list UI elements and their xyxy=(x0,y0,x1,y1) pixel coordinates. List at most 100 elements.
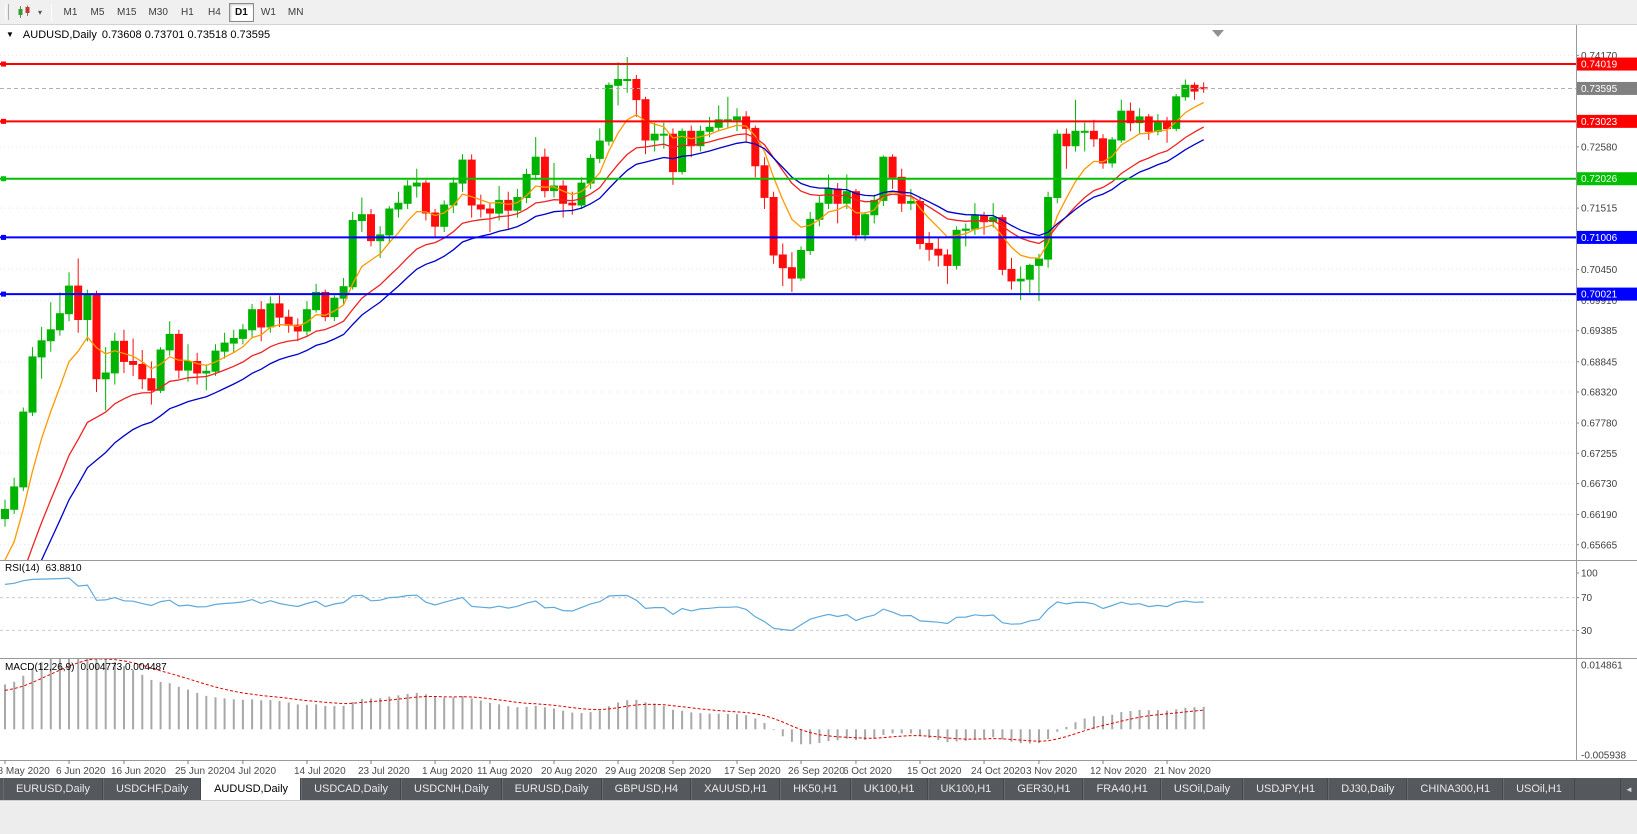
macd-name: MACD(12,26,9) xyxy=(5,662,75,673)
chart-tab[interactable]: XAUUSD,H1 xyxy=(691,778,781,800)
svg-text:0.72580: 0.72580 xyxy=(1581,142,1618,153)
rsi-indicator-label: RSI(14) 63.8810 xyxy=(5,563,82,574)
svg-text:0.68320: 0.68320 xyxy=(1581,387,1618,398)
svg-text:16 Jun 2020: 16 Jun 2020 xyxy=(111,766,166,777)
chart-title: ▼ AUDUSD,Daily 0.73608 0.73701 0.73518 0.7… xyxy=(6,29,270,41)
chart-tab[interactable]: GBPUSD,H4 xyxy=(601,778,692,800)
timeframe-button-h4[interactable]: H4 xyxy=(208,6,221,18)
svg-text:0.73595: 0.73595 xyxy=(1581,84,1618,95)
chart-canvas[interactable]: 0.74170 0.72580 0.71515 0.70450 0.69910 0.693… xyxy=(0,25,1637,778)
chart-tab[interactable]: USOil,Daily xyxy=(1160,778,1244,800)
price-scale: 0.74170 0.72580 0.71515 0.70450 0.69910 0.693… xyxy=(1576,51,1637,551)
chart-shift-marker xyxy=(1212,30,1224,37)
chart-tab[interactable]: USDCNH,Daily xyxy=(401,778,502,800)
timeframe-button-m1[interactable]: M1 xyxy=(63,6,78,18)
chart-type-button[interactable] xyxy=(14,2,34,22)
chart-tab[interactable]: DJ30,Daily xyxy=(1328,778,1408,800)
svg-text:0.014861: 0.014861 xyxy=(1581,660,1623,671)
moving-average-22 xyxy=(40,139,1205,560)
macd-values: 0.004773 0.004487 xyxy=(80,662,167,673)
svg-text:4 Jul 2020: 4 Jul 2020 xyxy=(230,766,277,777)
date-axis: 28 May 2020 6 Jun 2020 16 Jun 2020 25 Jun 2… xyxy=(0,760,1211,777)
toolbar-separator xyxy=(51,3,52,21)
caret-down-icon: ▾ xyxy=(37,7,42,17)
svg-text:0.67255: 0.67255 xyxy=(1581,449,1618,460)
timeframe-button-w1[interactable]: W1 xyxy=(260,6,276,18)
svg-text:0.71006: 0.71006 xyxy=(1581,233,1618,244)
svg-text:23 Jul 2020: 23 Jul 2020 xyxy=(358,766,410,777)
svg-text:8 Sep 2020: 8 Sep 2020 xyxy=(660,766,712,777)
svg-text:0.68845: 0.68845 xyxy=(1581,357,1618,368)
horizontal-level-lines xyxy=(0,61,1576,297)
chart-tab[interactable]: USOil,H1 xyxy=(1503,778,1575,800)
chart-tab[interactable]: FRA40,H1 xyxy=(1083,778,1161,800)
svg-text:24 Oct 2020: 24 Oct 2020 xyxy=(971,766,1026,777)
svg-text:0.69910: 0.69910 xyxy=(1581,296,1618,307)
svg-text:0.70450: 0.70450 xyxy=(1581,265,1618,276)
chart-tab[interactable]: CHINA300,H1 xyxy=(1407,778,1504,800)
chart-tab[interactable]: EURUSD,Daily xyxy=(501,778,602,800)
svg-text:-0.005938: -0.005938 xyxy=(1581,750,1626,761)
chart-tab[interactable]: USDJPY,H1 xyxy=(1243,778,1329,800)
svg-text:100: 100 xyxy=(1581,569,1598,580)
chart-tab[interactable]: GER30,H1 xyxy=(1004,778,1084,800)
svg-text:29 Aug 2020: 29 Aug 2020 xyxy=(605,766,662,777)
svg-text:25 Jun 2020: 25 Jun 2020 xyxy=(175,766,230,777)
macd-pane: 0.014861 -0.005938 xyxy=(4,659,1626,761)
chart-ohlc-values: 0.73608 0.73701 0.73518 0.73595 xyxy=(101,29,271,41)
svg-text:12 Nov 2020: 12 Nov 2020 xyxy=(1090,766,1147,777)
macd-indicator-label: MACD(12,26,9) 0.004773 0.004487 xyxy=(5,662,167,673)
rsi-value: 63.8810 xyxy=(45,563,82,574)
svg-text:0.66730: 0.66730 xyxy=(1581,479,1618,490)
timeframe-button-m30[interactable]: M30 xyxy=(148,6,168,18)
svg-text:21 Nov 2020: 21 Nov 2020 xyxy=(1154,766,1211,777)
svg-text:1 Aug 2020: 1 Aug 2020 xyxy=(422,766,473,777)
chart-tab[interactable]: UK100,H1 xyxy=(850,778,928,800)
svg-text:0.70021: 0.70021 xyxy=(1581,290,1618,301)
svg-text:0.73023: 0.73023 xyxy=(1581,117,1618,128)
svg-text:11 Aug 2020: 11 Aug 2020 xyxy=(477,766,533,777)
svg-text:0.71515: 0.71515 xyxy=(1581,204,1618,215)
chart-symbol-period: AUDUSD,Daily xyxy=(22,29,97,41)
timeframe-button-h1[interactable]: H1 xyxy=(181,6,194,18)
chart-tab[interactable]: AUDUSD,Daily xyxy=(201,778,302,800)
rsi-name: RSI(14) xyxy=(5,563,40,574)
timeframe-button-m15[interactable]: M15 xyxy=(117,6,137,18)
svg-text:20 Aug 2020: 20 Aug 2020 xyxy=(541,766,598,777)
chart-window[interactable]: 0.74170 0.72580 0.71515 0.70450 0.69910 0.693… xyxy=(0,25,1637,778)
chart-tab[interactable]: UK100,H1 xyxy=(927,778,1005,800)
svg-text:26 Sep 2020: 26 Sep 2020 xyxy=(788,766,845,777)
toolbar-drag-handle[interactable] xyxy=(5,4,9,20)
svg-text:70: 70 xyxy=(1581,593,1593,604)
svg-text:6 Jun 2020: 6 Jun 2020 xyxy=(56,766,106,777)
timeframes-toolbar: ▾ M1 M5 M15 M30 H1 H4 D1 W1 MN xyxy=(0,0,1637,25)
tab-scroll-left-button[interactable]: ◄ xyxy=(1620,778,1637,800)
status-bar xyxy=(0,800,1637,834)
chart-tab[interactable]: USDCAD,Daily xyxy=(301,778,402,800)
svg-text:6 Oct 2020: 6 Oct 2020 xyxy=(843,766,892,777)
svg-text:0.65665: 0.65665 xyxy=(1581,540,1618,551)
svg-text:0.69385: 0.69385 xyxy=(1581,326,1618,337)
chart-dropdown-icon[interactable]: ▼ xyxy=(6,30,14,39)
svg-text:3 Nov 2020: 3 Nov 2020 xyxy=(1026,766,1078,777)
svg-text:0.72026: 0.72026 xyxy=(1581,174,1618,185)
svg-text:14 Jul 2020: 14 Jul 2020 xyxy=(294,766,346,777)
scroll-left-icon: ◄ xyxy=(1625,784,1633,794)
svg-text:0.66190: 0.66190 xyxy=(1581,510,1618,521)
toolbar-more-button[interactable]: ▾ xyxy=(34,2,46,22)
chart-tab[interactable]: USDCHF,Daily xyxy=(102,778,202,800)
timeframe-button-mn[interactable]: MN xyxy=(287,6,304,18)
svg-text:28 May 2020: 28 May 2020 xyxy=(0,766,50,777)
chart-tab[interactable]: EURUSD,Daily xyxy=(3,778,103,800)
candlestick-chart-icon xyxy=(18,5,30,18)
timeframe-button-m5[interactable]: M5 xyxy=(90,6,105,18)
chart-tab[interactable]: HK50,H1 xyxy=(780,778,851,800)
svg-text:15 Oct 2020: 15 Oct 2020 xyxy=(907,766,962,777)
svg-text:17 Sep 2020: 17 Sep 2020 xyxy=(724,766,781,777)
svg-text:0.74019: 0.74019 xyxy=(1581,60,1618,71)
chart-tab-bar: EURUSD,Daily USDCHF,Daily AUDUSD,Daily USDC… xyxy=(0,778,1637,800)
svg-text:30: 30 xyxy=(1581,626,1593,637)
svg-text:0.67780: 0.67780 xyxy=(1581,419,1618,430)
timeframe-button-d1[interactable]: D1 xyxy=(228,2,254,22)
